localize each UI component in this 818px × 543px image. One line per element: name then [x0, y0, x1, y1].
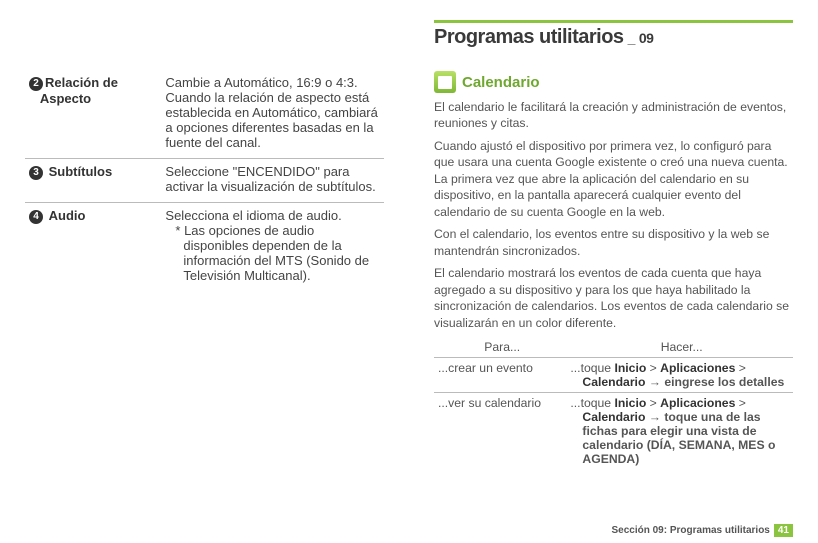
howto-hacer: ...toque Inicio > Aplicaciones > Calenda… [570, 393, 793, 470]
left-page: 2Relación de AspectoCambie a Automático,… [0, 0, 409, 543]
settings-desc-text: Selecciona el idioma de audio. [165, 208, 341, 223]
settings-note: * Las opciones de audio disponibles depe… [165, 223, 380, 283]
settings-key-text: Audio [45, 208, 85, 223]
calendar-icon [434, 71, 456, 93]
settings-key: 3 Subtítulos [25, 159, 161, 203]
number-badge: 4 [29, 210, 43, 224]
howto-hacer: ...toque Inicio > Aplicaciones > Calenda… [570, 358, 793, 393]
howto-table: Para... Hacer... ...crear un evento...to… [434, 337, 793, 469]
section-title: Programas utilitarios _ 09 [434, 20, 793, 53]
howto-head-hacer: Hacer... [570, 337, 793, 358]
right-page: Programas utilitarios _ 09 Calendario El… [409, 0, 818, 543]
settings-desc-text: Seleccione "ENCENDIDO" para activar la v… [165, 164, 375, 194]
settings-row: 2Relación de AspectoCambie a Automático,… [25, 70, 384, 159]
settings-key-text: Relación de Aspecto [29, 75, 118, 106]
settings-desc: Cambie a Automático, 16:9 o 4:3. Cuando … [161, 70, 384, 159]
settings-row: 4 AudioSelecciona el idioma de audio.* L… [25, 203, 384, 292]
howto-para: ...crear un evento [434, 358, 570, 393]
number-badge: 2 [29, 77, 43, 91]
section-title-text: Programas utilitarios [434, 26, 624, 49]
howto-head-para: Para... [434, 337, 570, 358]
howto-row: ...crear un evento...toque Inicio > Apli… [434, 358, 793, 393]
calendar-title: Calendario [462, 74, 540, 91]
howto-para: ...ver su calendario [434, 393, 570, 470]
settings-key-text: Subtítulos [45, 164, 112, 179]
section-sub: _ [628, 30, 635, 46]
settings-table: 2Relación de AspectoCambie a Automático,… [25, 70, 384, 291]
body-paragraph: Con el calendario, los eventos entre su … [434, 226, 793, 259]
calendar-body: El calendario le facilitará la creación … [434, 99, 793, 331]
body-paragraph: El calendario mostrará los eventos de ca… [434, 265, 793, 331]
settings-key: 4 Audio [25, 203, 161, 292]
page-footer: Sección 09: Programas utilitarios 41 [611, 524, 793, 537]
howto-row: ...ver su calendario...toque Inicio > Ap… [434, 393, 793, 470]
settings-desc: Selecciona el idioma de audio.* Las opci… [161, 203, 384, 292]
settings-key: 2Relación de Aspecto [25, 70, 161, 159]
settings-row: 3 SubtítulosSeleccione "ENCENDIDO" para … [25, 159, 384, 203]
footer-page-num: 41 [774, 524, 793, 537]
body-paragraph: Cuando ajustó el dispositivo por primera… [434, 138, 793, 220]
calendar-header: Calendario [434, 71, 793, 93]
settings-desc-text: Cambie a Automático, 16:9 o 4:3. Cuando … [165, 75, 377, 150]
number-badge: 3 [29, 166, 43, 180]
footer-text: Sección 09: Programas utilitarios [611, 525, 769, 536]
settings-desc: Seleccione "ENCENDIDO" para activar la v… [161, 159, 384, 203]
body-paragraph: El calendario le facilitará la creación … [434, 99, 793, 132]
section-num: 09 [639, 30, 654, 46]
